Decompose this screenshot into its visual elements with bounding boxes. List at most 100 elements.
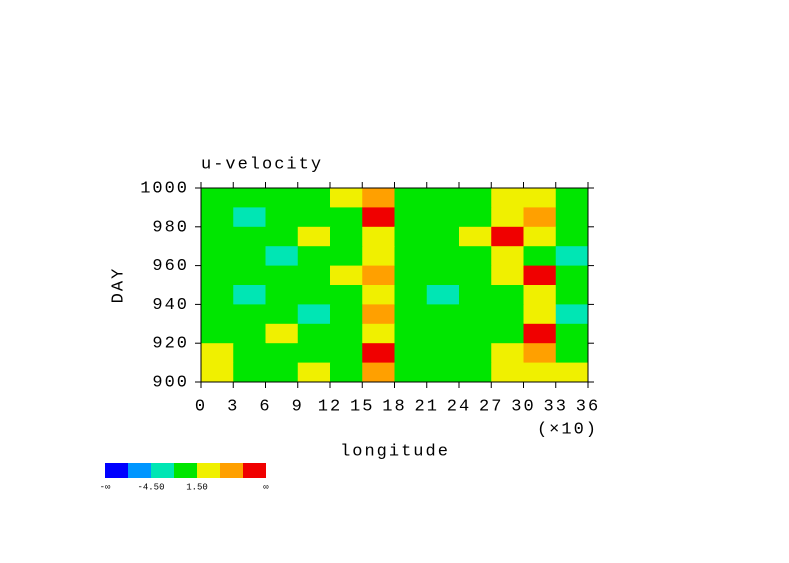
cell — [426, 362, 460, 383]
cell — [555, 362, 589, 383]
cell — [265, 265, 299, 286]
cell — [201, 246, 234, 267]
cell — [394, 246, 428, 267]
cell — [394, 362, 428, 383]
cell — [491, 207, 524, 228]
cell — [330, 188, 363, 208]
x-tick-label: 30 — [511, 397, 535, 416]
cell — [330, 285, 363, 305]
x-tick-label: 33 — [544, 397, 568, 416]
cell — [491, 188, 524, 208]
cell — [426, 304, 460, 325]
cell — [426, 207, 460, 228]
x-axis-label: longitude — [340, 442, 450, 461]
cell — [233, 207, 266, 228]
cell — [362, 362, 395, 383]
cell — [555, 226, 589, 247]
cell — [265, 246, 299, 267]
cell — [394, 304, 428, 325]
cell — [459, 207, 492, 228]
cell — [201, 362, 234, 383]
y-tick-label: 900 — [152, 373, 189, 392]
cell — [265, 226, 299, 247]
cell — [297, 265, 331, 286]
cell — [426, 265, 460, 286]
chart-title: u-velocity — [201, 155, 323, 174]
cell — [330, 246, 363, 267]
cell — [523, 246, 557, 267]
cell — [297, 323, 331, 344]
x-tick-label: 24 — [447, 397, 471, 416]
cell — [362, 246, 395, 267]
cell — [233, 362, 266, 383]
cell — [201, 226, 234, 247]
cell — [297, 188, 331, 208]
cell — [297, 343, 331, 364]
cell — [459, 188, 492, 208]
cell — [523, 285, 557, 305]
cell — [523, 226, 557, 247]
colorbar-label: 1.50 — [186, 482, 208, 492]
y-axis-label: DAY — [109, 267, 128, 304]
cell — [233, 285, 266, 305]
cell — [297, 285, 331, 305]
cell — [362, 207, 395, 228]
y-tick-label: 980 — [152, 218, 189, 237]
cell — [362, 188, 395, 208]
colorbar-box — [220, 463, 243, 478]
x-tick-label: 3 — [227, 397, 239, 416]
cell — [555, 343, 589, 364]
colorbar-box — [151, 463, 174, 478]
cell — [555, 323, 589, 344]
cell — [426, 285, 460, 305]
colorbar-box — [243, 463, 266, 478]
cell — [394, 265, 428, 286]
cell — [491, 265, 524, 286]
x-tick-label: 36 — [576, 397, 600, 416]
cell — [459, 323, 492, 344]
cell — [426, 226, 460, 247]
cell — [555, 285, 589, 305]
colorbar-label: -4.50 — [137, 482, 164, 492]
cell — [491, 246, 524, 267]
x-tick-label: 12 — [318, 397, 342, 416]
cell — [555, 246, 589, 267]
cell — [491, 362, 524, 383]
cell — [233, 304, 266, 325]
cell — [491, 285, 524, 305]
colorbar-box — [174, 463, 197, 478]
colorbar-box — [128, 463, 151, 478]
cell — [265, 188, 299, 208]
cell — [330, 207, 363, 228]
x-multiplier: (×10) — [537, 420, 598, 439]
cell — [297, 246, 331, 267]
cell — [330, 343, 363, 364]
cell — [491, 304, 524, 325]
cell — [233, 265, 266, 286]
colorbar-label: -∞ — [100, 482, 111, 492]
cell — [265, 207, 299, 228]
y-tick-label: 960 — [152, 257, 189, 276]
cell — [523, 207, 557, 228]
cell — [330, 265, 363, 286]
x-tick-label: 27 — [479, 397, 503, 416]
x-tick-label: 21 — [415, 397, 439, 416]
cell — [491, 226, 524, 247]
cell — [394, 343, 428, 364]
cell — [362, 304, 395, 325]
cell — [233, 226, 266, 247]
cell — [459, 265, 492, 286]
cell — [201, 285, 234, 305]
x-tick-label: 18 — [382, 397, 406, 416]
cell — [201, 304, 234, 325]
cell — [426, 188, 460, 208]
cell — [459, 246, 492, 267]
cell — [426, 323, 460, 344]
cell — [459, 304, 492, 325]
cell — [297, 226, 331, 247]
field — [201, 188, 589, 383]
cell — [459, 226, 492, 247]
y-tick-label: 1000 — [140, 179, 189, 198]
cell — [394, 226, 428, 247]
